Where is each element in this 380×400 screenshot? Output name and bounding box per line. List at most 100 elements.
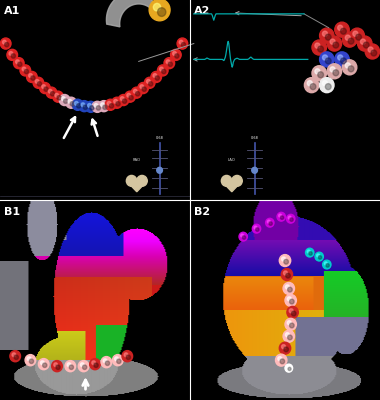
Text: 0.68: 0.68 [156, 136, 163, 140]
Circle shape [40, 82, 50, 94]
Circle shape [118, 94, 129, 106]
Circle shape [126, 176, 137, 186]
Circle shape [157, 167, 162, 173]
Circle shape [256, 228, 259, 231]
Circle shape [288, 216, 291, 219]
Circle shape [318, 72, 323, 78]
Circle shape [81, 103, 85, 107]
Circle shape [13, 58, 24, 69]
Circle shape [3, 40, 6, 44]
Circle shape [86, 101, 96, 112]
Circle shape [112, 97, 122, 108]
Circle shape [323, 31, 328, 36]
Circle shape [304, 78, 319, 93]
Circle shape [288, 335, 292, 340]
Circle shape [242, 236, 246, 239]
Circle shape [290, 218, 293, 221]
Circle shape [280, 216, 284, 219]
Circle shape [149, 82, 153, 86]
Circle shape [318, 256, 322, 259]
Circle shape [307, 250, 310, 253]
Circle shape [103, 105, 107, 110]
Circle shape [171, 49, 181, 60]
Circle shape [144, 77, 155, 88]
Circle shape [33, 77, 44, 88]
Circle shape [54, 363, 57, 367]
Circle shape [325, 84, 331, 90]
Circle shape [157, 65, 168, 76]
Circle shape [168, 62, 173, 66]
Circle shape [280, 359, 285, 364]
Circle shape [107, 102, 111, 105]
Text: RAO: RAO [133, 158, 141, 162]
Circle shape [92, 361, 95, 365]
Circle shape [140, 85, 144, 89]
Circle shape [164, 58, 175, 69]
Circle shape [29, 359, 33, 364]
Circle shape [221, 176, 232, 186]
Circle shape [66, 97, 76, 108]
Circle shape [67, 363, 71, 367]
Circle shape [96, 106, 101, 110]
Text: B2: B2 [194, 207, 210, 217]
Circle shape [7, 49, 17, 60]
Circle shape [340, 58, 346, 64]
Circle shape [323, 260, 331, 269]
Circle shape [282, 257, 286, 261]
Circle shape [285, 364, 293, 372]
Circle shape [142, 87, 146, 91]
Circle shape [151, 71, 162, 82]
Circle shape [285, 318, 296, 330]
Polygon shape [126, 181, 147, 192]
Circle shape [283, 282, 295, 294]
Circle shape [131, 87, 142, 98]
Circle shape [330, 39, 335, 44]
Circle shape [173, 52, 176, 56]
Circle shape [342, 60, 357, 75]
Circle shape [126, 355, 130, 360]
Circle shape [149, 0, 170, 21]
Circle shape [287, 297, 291, 301]
Polygon shape [106, 0, 157, 27]
Circle shape [353, 31, 358, 36]
Circle shape [90, 106, 94, 110]
Circle shape [284, 259, 288, 264]
Circle shape [81, 363, 84, 367]
Circle shape [315, 69, 320, 74]
Circle shape [90, 358, 100, 370]
Circle shape [325, 34, 331, 40]
Circle shape [101, 103, 104, 107]
Circle shape [65, 360, 76, 372]
Circle shape [323, 81, 328, 86]
Circle shape [57, 96, 61, 100]
Circle shape [146, 80, 150, 83]
Circle shape [310, 84, 316, 90]
Circle shape [324, 262, 327, 265]
Circle shape [279, 214, 282, 217]
Circle shape [11, 54, 16, 58]
Circle shape [333, 70, 339, 76]
Circle shape [179, 40, 183, 44]
Circle shape [285, 285, 290, 289]
Circle shape [116, 102, 120, 106]
Circle shape [348, 38, 354, 44]
Circle shape [120, 97, 124, 100]
Circle shape [98, 101, 109, 112]
Circle shape [160, 67, 163, 71]
Circle shape [138, 82, 149, 94]
Circle shape [101, 356, 112, 368]
Circle shape [153, 3, 161, 11]
Circle shape [109, 104, 114, 108]
Circle shape [70, 102, 74, 106]
Circle shape [20, 65, 31, 76]
Circle shape [63, 99, 68, 103]
Circle shape [277, 212, 285, 221]
Circle shape [330, 67, 335, 72]
Circle shape [27, 71, 37, 82]
Circle shape [288, 287, 292, 292]
Circle shape [181, 42, 185, 47]
Circle shape [53, 91, 63, 102]
Circle shape [283, 330, 295, 342]
Circle shape [307, 81, 312, 86]
Circle shape [350, 28, 364, 43]
